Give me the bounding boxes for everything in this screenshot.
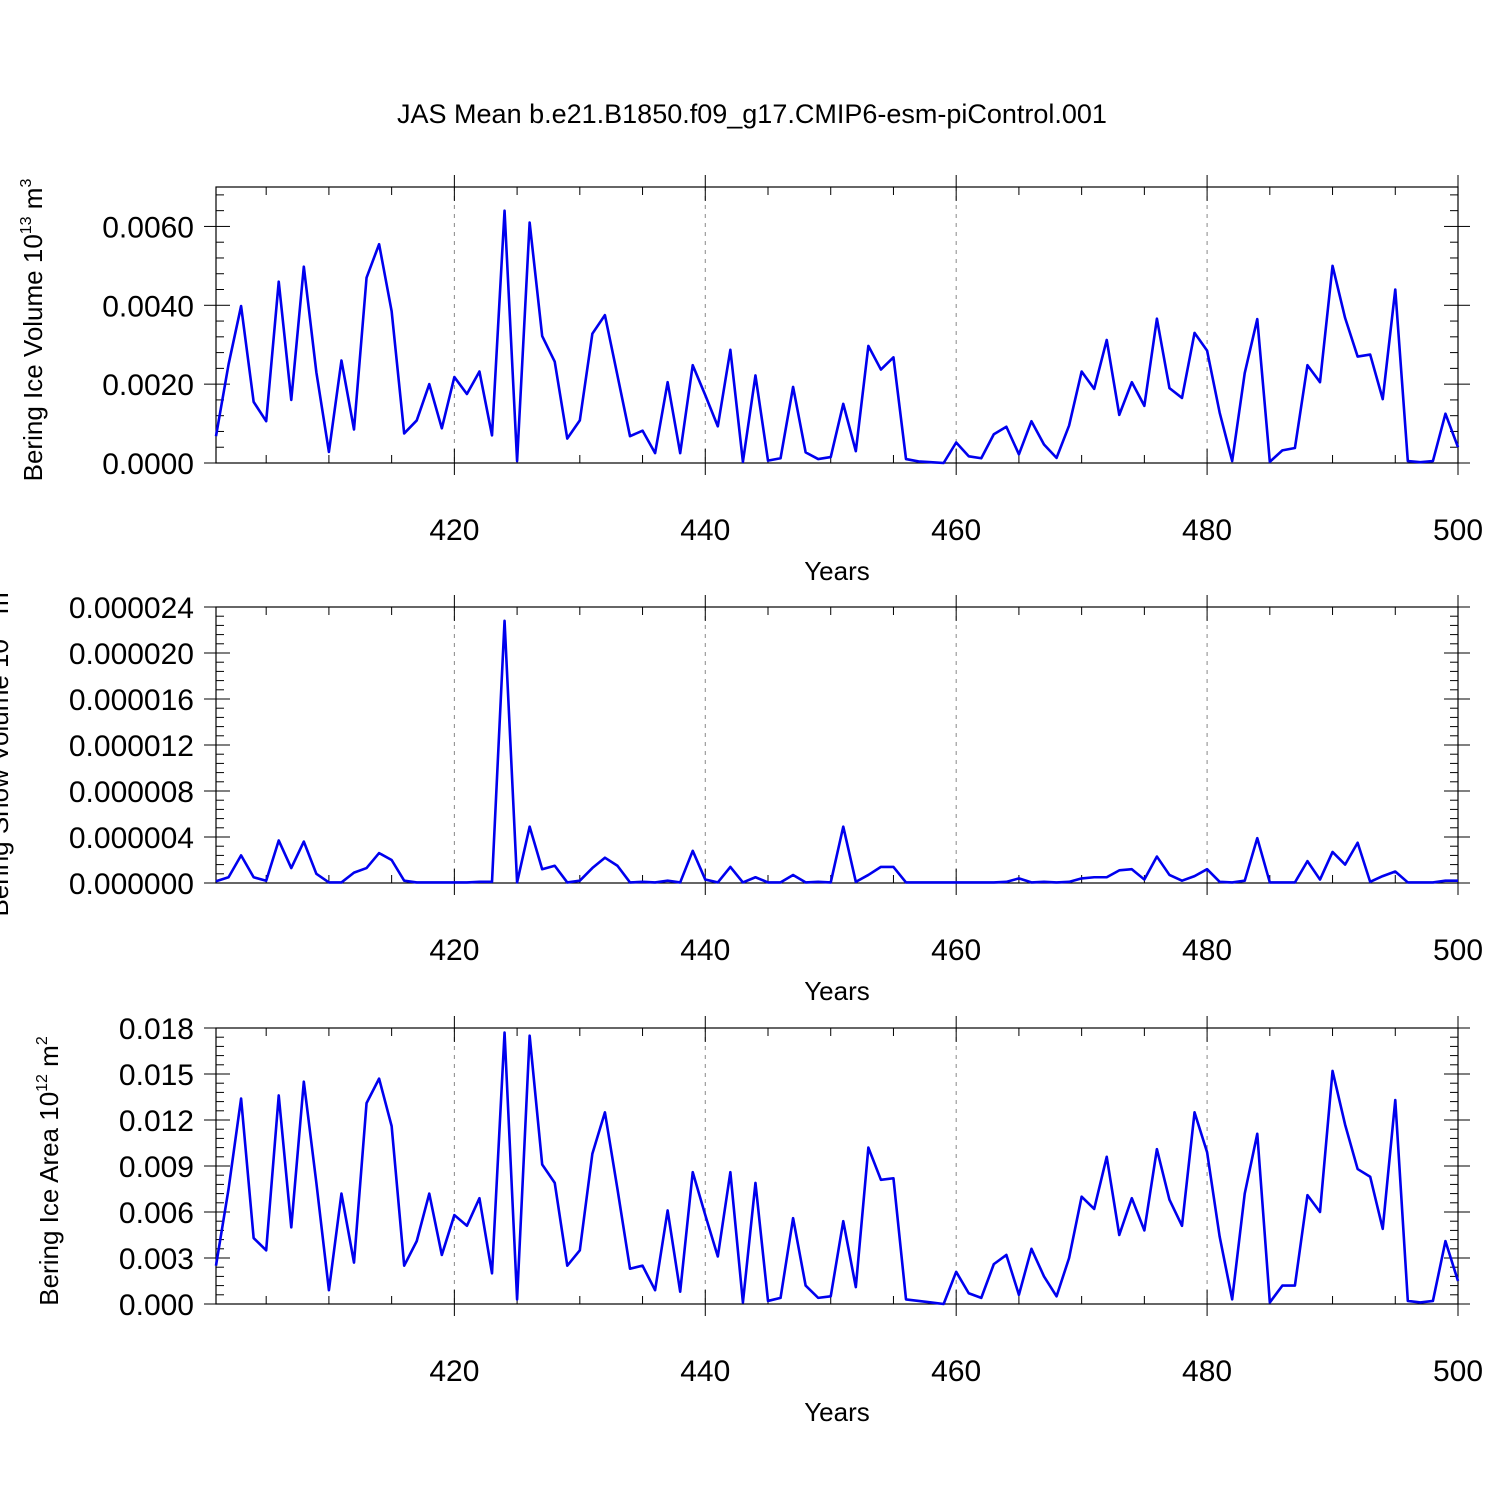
y-tick-label: 0.018 — [119, 1013, 194, 1046]
series-line — [215, 619, 1458, 884]
y-axis-label-exponent: 13 — [18, 216, 35, 234]
x-tick-label: 440 — [680, 934, 730, 967]
series-line — [214, 209, 1460, 465]
x-axis-label: Years — [804, 1397, 870, 1427]
y-axis-label: Bering Ice Area 1012 m2 — [34, 1036, 64, 1306]
y-axis-label-text: Bering Ice Area 10 — [34, 1092, 64, 1306]
x-tick-label: 460 — [931, 934, 981, 967]
y-tick-label: 0.0000 — [102, 448, 194, 481]
y-axis-label-unit: m — [0, 592, 14, 621]
plot-frame — [215, 606, 1459, 884]
y-axis-label-unit-exponent: 3 — [18, 179, 35, 188]
y-tick-label: 0.000024 — [69, 592, 194, 625]
x-tick-label: 480 — [1182, 514, 1232, 547]
y-tick-label: 0.000016 — [69, 684, 194, 717]
y-tick-label: 0.000000 — [69, 868, 194, 901]
x-tick-label: 500 — [1433, 934, 1483, 967]
x-tick-label: 480 — [1182, 934, 1232, 967]
y-tick-label: 0.015 — [119, 1059, 194, 1092]
y-tick-label: 0.006 — [119, 1197, 194, 1230]
x-tick-label: 500 — [1433, 514, 1483, 547]
y-axis-label-unit-exponent: 3 — [0, 583, 1, 592]
x-tick-label: 440 — [680, 514, 730, 547]
x-tick-label: 460 — [931, 514, 981, 547]
figure-title: JAS Mean b.e21.B1850.f09_g17.CMIP6-esm-p… — [397, 99, 1107, 129]
y-tick-label: 0.000 — [119, 1289, 194, 1322]
y-axis-label: Bering Snow Volume 1013 m3 — [0, 583, 14, 916]
y-tick-label: 0.012 — [119, 1105, 194, 1138]
panel-2: 420 440 460 480 500 0.000000 0.000004 0.000008 0… — [0, 583, 1483, 1006]
y-tick-label: 0.000020 — [69, 638, 194, 671]
y-axis-label-unit: m — [18, 188, 48, 217]
x-tick-label: 420 — [429, 1355, 479, 1388]
x-tick-label: 500 — [1433, 1355, 1483, 1388]
x-tick-label: 460 — [931, 1355, 981, 1388]
x-tick-label: 480 — [1182, 1355, 1232, 1388]
series-line — [214, 1031, 1460, 1306]
x-axis-label: Years — [804, 976, 870, 1006]
y-tick-label: 0.000004 — [69, 822, 194, 855]
panel-1: 420 440 460 480 500 0.0000 0.0020 0.0040 0.0060 Y… — [18, 175, 1483, 586]
y-tick-label: 0.000012 — [69, 730, 194, 763]
panel-3: 420 440 460 480 500 0.000 0.003 0.006 0.009 0.012… — [34, 1013, 1483, 1427]
y-axis-label-exponent: 13 — [0, 621, 1, 639]
y-axis-label-unit: m — [34, 1045, 64, 1074]
y-tick-label: 0.000008 — [69, 776, 194, 809]
y-tick-label: 0.0020 — [102, 369, 194, 402]
x-axis-label: Years — [804, 556, 870, 586]
x-tick-label: 440 — [680, 1355, 730, 1388]
x-tick-label: 420 — [429, 934, 479, 967]
y-axis-label-text: Bering Ice Volume 10 — [18, 234, 48, 481]
y-tick-label: 0.0060 — [102, 211, 194, 244]
y-axis-label-exponent: 12 — [34, 1074, 51, 1092]
y-tick-label: 0.009 — [119, 1151, 194, 1184]
x-tick-label: 420 — [429, 514, 479, 547]
plot-frame — [215, 186, 1459, 464]
y-tick-label: 0.0040 — [102, 290, 194, 323]
y-axis-label-text: Bering Snow Volume 10 — [0, 639, 14, 917]
plot-frame — [215, 1027, 1459, 1305]
y-axis-label: Bering Ice Volume 1013 m3 — [18, 179, 48, 482]
y-tick-label: 0.003 — [119, 1243, 194, 1276]
y-axis-label-unit-exponent: 2 — [34, 1036, 51, 1045]
